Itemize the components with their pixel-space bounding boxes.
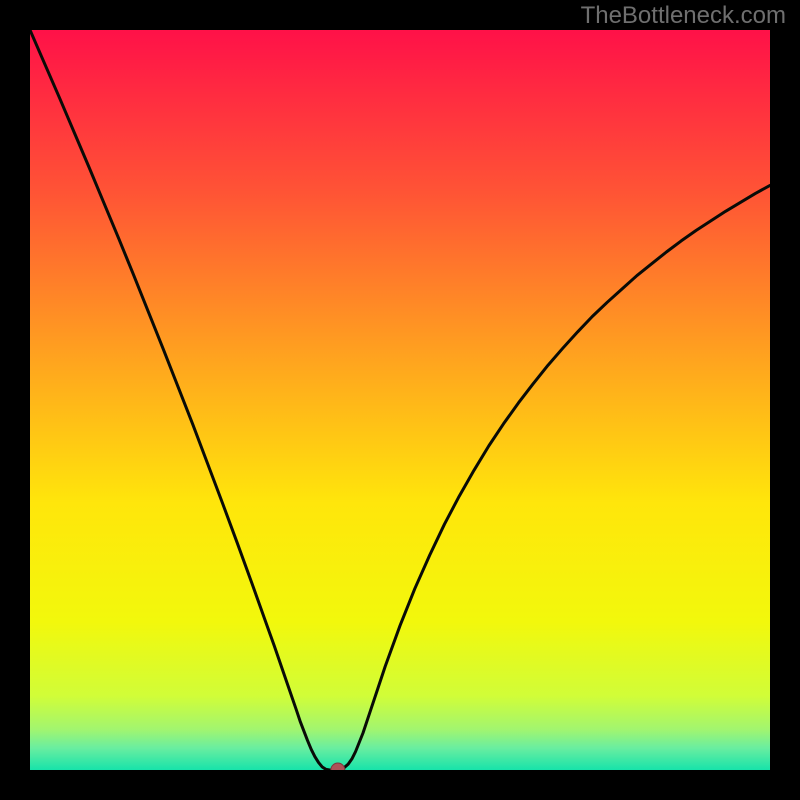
chart-background	[30, 30, 770, 770]
chart-frame: TheBottleneck.com	[0, 0, 800, 800]
bottleneck-chart	[30, 30, 770, 770]
watermark-text: TheBottleneck.com	[581, 4, 786, 28]
